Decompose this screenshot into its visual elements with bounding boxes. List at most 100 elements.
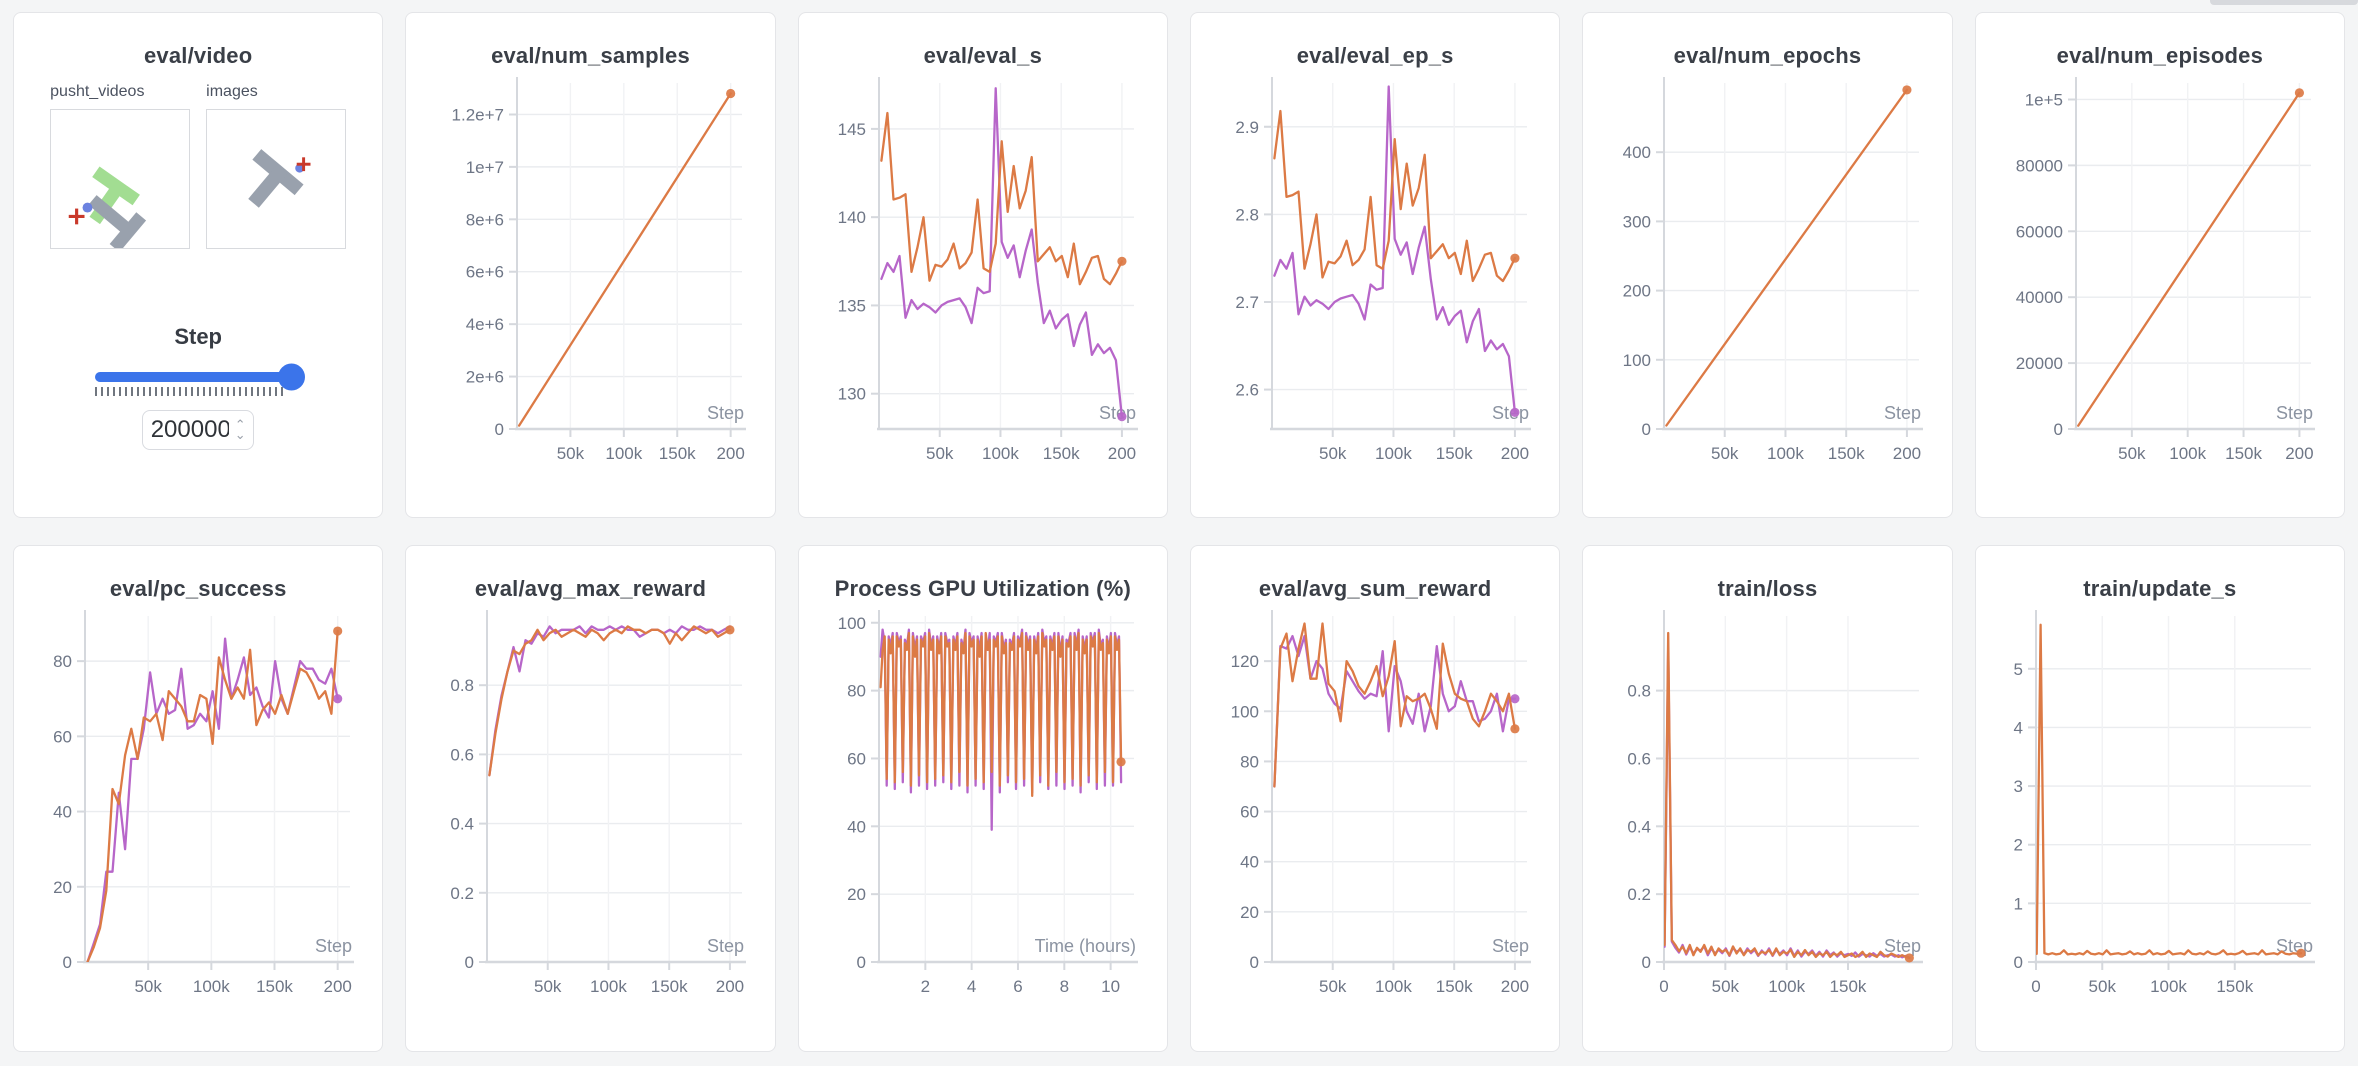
svg-text:200: 200 bbox=[716, 444, 744, 463]
svg-text:100k: 100k bbox=[1375, 444, 1412, 463]
video-thumbnail-images[interactable] bbox=[206, 109, 347, 249]
svg-text:40: 40 bbox=[1240, 853, 1259, 872]
svg-text:100k: 100k bbox=[1768, 977, 1805, 996]
chart-eval-num-epochs[interactable]: 0 100 200 300 400 50k 100k 150k 200 Step bbox=[1594, 73, 1941, 481]
svg-text:Step: Step bbox=[1099, 403, 1136, 423]
svg-text:80000: 80000 bbox=[2016, 156, 2063, 175]
svg-text:50k: 50k bbox=[926, 444, 954, 463]
svg-text:100k: 100k bbox=[590, 977, 627, 996]
svg-text:2.7: 2.7 bbox=[1235, 293, 1259, 312]
chart-train-loss[interactable]: 0 0.2 0.4 0.6 0.8 0 50k 100k 150k Step bbox=[1594, 606, 1941, 1014]
svg-text:200: 200 bbox=[1108, 444, 1136, 463]
svg-text:50k: 50k bbox=[2118, 444, 2146, 463]
svg-text:50k: 50k bbox=[1711, 444, 1739, 463]
video-thumbnail-pusht[interactable] bbox=[50, 109, 191, 253]
svg-text:145: 145 bbox=[838, 120, 866, 139]
panel-train-update-s: train/update_s 0 1 2 3 4 5 0 50k 100k 150k Step bbox=[1974, 545, 2345, 1052]
step-slider[interactable] bbox=[95, 363, 306, 396]
spinner-down-icon[interactable]: ⌄ bbox=[234, 427, 246, 442]
svg-text:Step: Step bbox=[707, 403, 744, 423]
target-cross bbox=[68, 208, 85, 225]
svg-text:0: 0 bbox=[495, 420, 504, 439]
svg-text:Step: Step bbox=[1492, 936, 1529, 956]
step-slider-thumb[interactable] bbox=[278, 363, 306, 391]
chart-title: eval/eval_s bbox=[923, 43, 1043, 68]
svg-text:2: 2 bbox=[2014, 836, 2023, 855]
svg-text:2.8: 2.8 bbox=[1235, 205, 1259, 224]
svg-text:6: 6 bbox=[1014, 977, 1023, 996]
svg-text:0: 0 bbox=[857, 953, 866, 972]
svg-text:0.6: 0.6 bbox=[450, 745, 474, 764]
svg-text:100: 100 bbox=[838, 614, 866, 633]
step-slider-track[interactable] bbox=[95, 363, 306, 391]
svg-text:0.2: 0.2 bbox=[1627, 885, 1651, 904]
panel-eval-num-epochs: eval/num_epochs 0 100 200 300 400 50k 100k 150k… bbox=[1582, 12, 1953, 518]
chart-eval-avg-max-reward[interactable]: 0 0.2 0.4 0.6 0.8 50k 100k 150k 200 Step bbox=[417, 606, 764, 1014]
svg-text:20: 20 bbox=[53, 878, 72, 897]
svg-text:300: 300 bbox=[1623, 212, 1651, 231]
panel-eval-pc-success: eval/pc_success 0 20 40 60 80 50k 100k 150k 200 S… bbox=[13, 545, 384, 1052]
svg-text:150k: 150k bbox=[1435, 977, 1472, 996]
svg-text:0: 0 bbox=[62, 953, 71, 972]
svg-text:4: 4 bbox=[2014, 718, 2023, 737]
gray-t-shape bbox=[248, 149, 304, 208]
svg-text:1e+7: 1e+7 bbox=[466, 158, 504, 177]
svg-text:100k: 100k bbox=[982, 444, 1019, 463]
panel-eval-eval-s: eval/eval_s 130 135 140 145 50k 100k 150k 200 St… bbox=[797, 12, 1168, 518]
chart-eval-avg-sum-reward[interactable]: 0 20 40 60 80 100 120 50k 100k 150k 200 Step bbox=[1202, 606, 1549, 1014]
svg-text:150k: 150k bbox=[1043, 444, 1080, 463]
svg-text:80: 80 bbox=[847, 682, 866, 701]
svg-text:1e+5: 1e+5 bbox=[2025, 90, 2063, 109]
chart-eval-pc-success[interactable]: 0 20 40 60 80 50k 100k 150k 200 Step bbox=[25, 606, 372, 1014]
svg-text:2e+6: 2e+6 bbox=[466, 368, 504, 387]
chart-title: eval/avg_sum_reward bbox=[1258, 576, 1492, 601]
svg-text:60: 60 bbox=[53, 727, 72, 746]
svg-text:100k: 100k bbox=[1375, 977, 1412, 996]
chart-title: Process GPU Utilization (%) bbox=[834, 576, 1131, 601]
step-input-box[interactable]: ⌃ ⌄ bbox=[142, 410, 255, 450]
svg-text:0.8: 0.8 bbox=[450, 676, 474, 695]
svg-text:100k: 100k bbox=[1767, 444, 1804, 463]
svg-text:400: 400 bbox=[1623, 143, 1651, 162]
svg-text:Step: Step bbox=[707, 936, 744, 956]
media-label: images bbox=[206, 83, 258, 100]
svg-text:Step: Step bbox=[1884, 936, 1921, 956]
panel-eval-avg-sum-reward: eval/avg_sum_reward 0 20 40 60 80 100 120 50k 10… bbox=[1190, 545, 1561, 1052]
video-panel-title: eval/video bbox=[143, 43, 253, 68]
media-col-pusht-videos: pusht_videos bbox=[50, 83, 191, 254]
chart-eval-eval-ep-s[interactable]: 2.62.72.82.950k100k150k200Step bbox=[1202, 73, 1549, 481]
step-input[interactable] bbox=[150, 416, 229, 444]
svg-text:0.6: 0.6 bbox=[1627, 749, 1651, 768]
step-spinner[interactable]: ⌃ ⌄ bbox=[234, 417, 246, 442]
media-col-images: images bbox=[206, 83, 347, 254]
svg-text:0: 0 bbox=[2032, 977, 2041, 996]
chart-title: eval/num_epochs bbox=[1673, 43, 1862, 68]
panel-eval-num-episodes: eval/num_episodes 0 20000 40000 60000 80000 1… bbox=[1974, 12, 2345, 518]
chart-eval-num-samples[interactable]: 0 2e+6 4e+6 6e+6 8e+6 1e+7 1.2e+7 50k 100k 150k 20… bbox=[417, 73, 764, 481]
panel-train-loss: train/loss 0 0.2 0.4 0.6 0.8 0 50k 100k 150k Step bbox=[1582, 545, 1953, 1052]
svg-text:200: 200 bbox=[1500, 444, 1528, 463]
svg-text:100k: 100k bbox=[2150, 977, 2187, 996]
panel-grid: eval/video pusht_videos bbox=[13, 12, 2345, 1052]
svg-text:100: 100 bbox=[1230, 702, 1258, 721]
panel-eval-video: eval/video pusht_videos bbox=[13, 12, 384, 518]
svg-text:5: 5 bbox=[2014, 660, 2023, 679]
svg-text:80: 80 bbox=[53, 652, 72, 671]
svg-text:40: 40 bbox=[53, 803, 72, 822]
svg-text:100: 100 bbox=[1623, 351, 1651, 370]
svg-text:150k: 150k bbox=[651, 977, 688, 996]
svg-text:50k: 50k bbox=[1319, 444, 1347, 463]
svg-text:Step: Step bbox=[2276, 403, 2313, 423]
svg-text:8: 8 bbox=[1060, 977, 1069, 996]
svg-text:50k: 50k bbox=[2089, 977, 2117, 996]
spinner-up-icon[interactable]: ⌃ bbox=[234, 417, 246, 432]
panel-eval-avg-max-reward: eval/avg_max_reward 0 0.2 0.4 0.6 0.8 50k 100k… bbox=[405, 545, 776, 1052]
agent-dot bbox=[295, 163, 305, 173]
chart-gpu-utilization[interactable]: 0 20 40 60 80 100 2 4 6 8 10 Time (hours) bbox=[809, 606, 1156, 1014]
chart-eval-num-episodes[interactable]: 0 20000 40000 60000 80000 1e+5 50k 100k 150k 200 S… bbox=[1986, 73, 2333, 481]
chart-eval-eval-s[interactable]: 130 135 140 145 50k 100k 150k 200 Step bbox=[809, 73, 1156, 481]
svg-text:Time (hours): Time (hours) bbox=[1035, 936, 1136, 956]
svg-text:0.4: 0.4 bbox=[1627, 817, 1651, 836]
svg-text:4e+6: 4e+6 bbox=[466, 315, 504, 334]
